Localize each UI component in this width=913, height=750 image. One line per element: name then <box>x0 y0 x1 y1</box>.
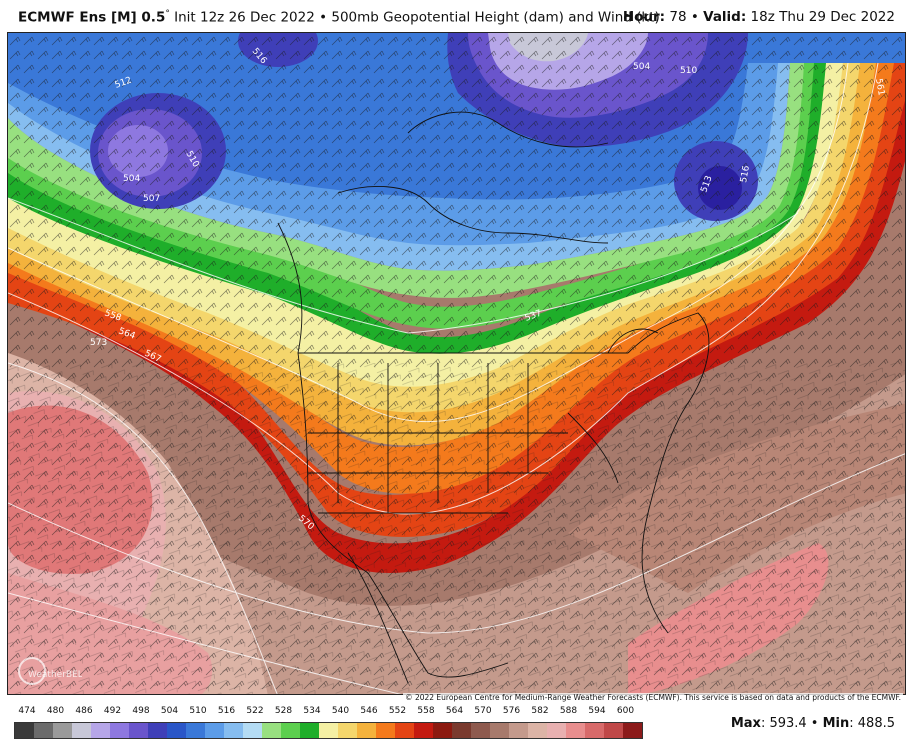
legend-swatch <box>604 723 623 738</box>
field-description: 500mb Geopotential Height (dam) and Wind… <box>331 9 660 26</box>
legend-swatch <box>53 723 72 738</box>
legend-tick-label: 576 <box>502 706 521 716</box>
legend-swatch <box>300 723 319 738</box>
legend-swatch <box>224 723 243 738</box>
separator: • <box>314 9 332 26</box>
height-field: 504 507 510 512 516 504 510 513 516 537 … <box>8 33 905 694</box>
init-time: Init 12z 26 Dec 2022 <box>169 9 315 26</box>
legend-tick-label: 480 <box>46 706 65 716</box>
legend-swatch <box>528 723 547 738</box>
legend-swatch <box>471 723 490 738</box>
legend-tick-label: 528 <box>274 706 293 716</box>
legend-tick-label: 570 <box>474 706 492 716</box>
legend-tick-label: 540 <box>331 706 350 716</box>
legend-swatch <box>262 723 281 738</box>
legend-swatch <box>186 723 205 738</box>
legend-swatch <box>205 723 224 738</box>
legend-tick-label: 492 <box>103 706 122 716</box>
legend-tick-label: 486 <box>75 706 93 716</box>
legend-tick-label: 600 <box>616 706 635 716</box>
degree-symbol: ° <box>165 9 170 19</box>
legend-swatch <box>433 723 452 738</box>
map-title: ECMWF Ens [M] 0.5° Init 12z 26 Dec 2022 … <box>18 9 660 26</box>
wind-barbs-south <box>8 363 905 694</box>
legend-tick-label: 588 <box>559 706 578 716</box>
legend-tick-label: 498 <box>132 706 150 716</box>
legend-tick-label: 516 <box>217 706 236 716</box>
legend-swatch <box>490 723 509 738</box>
valid-value: 18z Thu 29 Dec 2022 <box>746 9 895 25</box>
legend-swatch <box>15 723 34 738</box>
legend-swatch <box>281 723 300 738</box>
max-label: Max <box>730 716 761 731</box>
stats-separator: • <box>806 716 823 731</box>
model-name: ECMWF Ens [M] 0.5 <box>18 9 166 26</box>
valid-label: Valid: <box>703 9 747 25</box>
max-min-stats: Max: 593.4 • Min: 488.5 <box>731 716 895 731</box>
legend-swatch <box>319 723 338 738</box>
valid-time: Hour: 78 • Valid: 18z Thu 29 Dec 2022 <box>623 9 895 25</box>
contour-label: 504 <box>633 62 650 72</box>
contour-label: 573 <box>90 338 107 348</box>
legend-swatch <box>338 723 357 738</box>
min-label: Min <box>822 716 850 731</box>
legend-swatch <box>395 723 414 738</box>
legend-tick-label: 510 <box>189 706 207 716</box>
legend-swatch <box>72 723 91 738</box>
legend-swatch <box>585 723 604 738</box>
legend-tick-label: 582 <box>531 706 549 716</box>
legend-swatch <box>148 723 167 738</box>
height-contours <box>8 62 905 694</box>
legend-swatch <box>357 723 376 738</box>
legend-swatch <box>376 723 395 738</box>
legend-tick-label: 534 <box>303 706 321 716</box>
legend-swatch <box>547 723 566 738</box>
legend-swatch <box>110 723 129 738</box>
legend-swatch <box>623 723 642 738</box>
hour-label: Hour: <box>622 9 666 25</box>
legend-tick-label: 474 <box>18 706 36 716</box>
contour-label: 507 <box>143 194 160 204</box>
weatherbell-logo: WeatherBELL <box>18 653 88 689</box>
min-value: : 488.5 <box>849 716 895 731</box>
logo-text: WeatherBELL <box>28 670 82 680</box>
hour-value: 78 <box>665 9 687 25</box>
legend-swatch <box>452 723 471 738</box>
legend-tick-label: 558 <box>417 706 435 716</box>
legend-tick-label: 546 <box>360 706 378 716</box>
legend-swatch <box>566 723 585 738</box>
legend-tick-label: 504 <box>160 706 179 716</box>
legend-colorbar <box>14 722 643 739</box>
map-header: ECMWF Ens [M] 0.5° Init 12z 26 Dec 2022 … <box>0 0 913 32</box>
legend-swatch <box>34 723 53 738</box>
legend-tick-label: 564 <box>445 706 464 716</box>
legend-swatch <box>509 723 528 738</box>
contour-label: 516 <box>739 165 752 184</box>
legend-swatch <box>129 723 148 738</box>
legend-swatch <box>243 723 262 738</box>
legend-tick-label: 594 <box>588 706 606 716</box>
legend-tick-label: 522 <box>246 706 264 716</box>
contour-label: 561 <box>873 78 886 97</box>
contour-label: 504 <box>123 174 140 184</box>
political-boundaries <box>277 111 710 684</box>
contour-label: 510 <box>680 66 697 76</box>
separator: • <box>686 9 704 25</box>
forecast-map[interactable]: 504 507 510 512 516 504 510 513 516 537 … <box>7 32 906 695</box>
copyright-notice: © 2022 European Centre for Medium-Range … <box>403 693 903 702</box>
legend-swatch <box>167 723 186 738</box>
max-value: : 593.4 <box>760 716 807 731</box>
legend-swatch <box>414 723 433 738</box>
legend-swatch <box>91 723 110 738</box>
legend-tick-label: 552 <box>388 706 407 716</box>
